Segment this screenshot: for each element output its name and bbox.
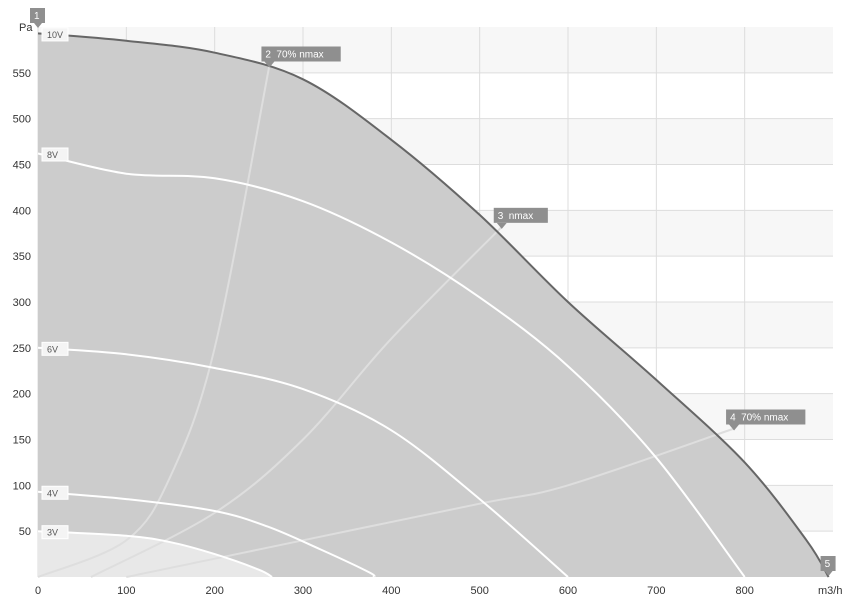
marker-4-box [726, 409, 806, 425]
x-tick-label-300: 300 [294, 585, 312, 597]
marker-4-label: 70% nmax [741, 413, 788, 424]
x-tick-label-100: 100 [117, 585, 135, 597]
marker-1-box [30, 8, 45, 23]
curve-label-box-6v [41, 341, 69, 356]
curve-10v [37, 32, 830, 578]
curve-6v [37, 346, 569, 578]
low-area [38, 531, 273, 577]
y-tick-label-250: 250 [13, 343, 31, 355]
marker-1-id: 1 [34, 11, 40, 22]
efficiency-line-2 [90, 226, 503, 578]
marker-4-pointer [729, 424, 740, 431]
curve-3v [37, 530, 273, 578]
marker-3-id: 3 [498, 211, 504, 222]
marker-3-box [493, 207, 548, 223]
marker-3-pointer [496, 222, 507, 229]
marker-5-pointer [824, 571, 833, 576]
y-tick-label-400: 400 [13, 205, 31, 217]
curve-label-box-4v [41, 485, 69, 500]
x-tick-label-700: 700 [647, 585, 665, 597]
x-axis-label: m3/h [818, 585, 842, 597]
marker-3-label: nmax [509, 211, 533, 222]
x-tick-label-500: 500 [470, 585, 488, 597]
y-tick-label-450: 450 [13, 160, 31, 172]
marker-5-id: 5 [825, 559, 831, 570]
x-tick-label-0: 0 [35, 585, 41, 597]
marker-5-box [820, 556, 836, 571]
curve-label-6v: 6V [47, 344, 58, 354]
y-axis-label: Pa [19, 22, 33, 34]
y-tick-label-300: 300 [13, 297, 31, 309]
y-tick-label-350: 350 [13, 251, 31, 263]
y-tick-label-150: 150 [13, 435, 31, 447]
curve-label-4v: 4V [47, 488, 58, 498]
curve-label-8v: 8V [47, 150, 58, 160]
marker-2-pointer [264, 61, 275, 68]
y-tick-label-50: 50 [19, 526, 31, 538]
x-tick-label-200: 200 [205, 585, 223, 597]
curve-label-box-10v [41, 27, 69, 42]
marker-4-id: 4 [730, 413, 736, 424]
x-tick-label-600: 600 [559, 585, 577, 597]
marker-2-box [261, 46, 341, 62]
curve-label-box-8v [41, 147, 69, 162]
y-tick-label-100: 100 [13, 480, 31, 492]
x-tick-label-800: 800 [735, 585, 753, 597]
curve-label-10v: 10V [47, 30, 63, 40]
curve-label-3v: 3V [47, 528, 58, 538]
efficiency-line-1 [37, 65, 271, 578]
curve-label-box-3v [41, 525, 69, 540]
y-tick-label-200: 200 [13, 389, 31, 401]
efficiency-line-3 [126, 427, 735, 578]
y-tick-label-500: 500 [13, 114, 31, 126]
marker-1-pointer [34, 23, 42, 28]
x-tick-label-400: 400 [382, 585, 400, 597]
y-tick-label-550: 550 [13, 68, 31, 80]
marker-2-id: 2 [265, 50, 271, 61]
operating-area [38, 33, 829, 577]
curve-4v [37, 490, 376, 578]
marker-2-label: 70% nmax [276, 50, 323, 61]
curve-8v [37, 152, 746, 578]
